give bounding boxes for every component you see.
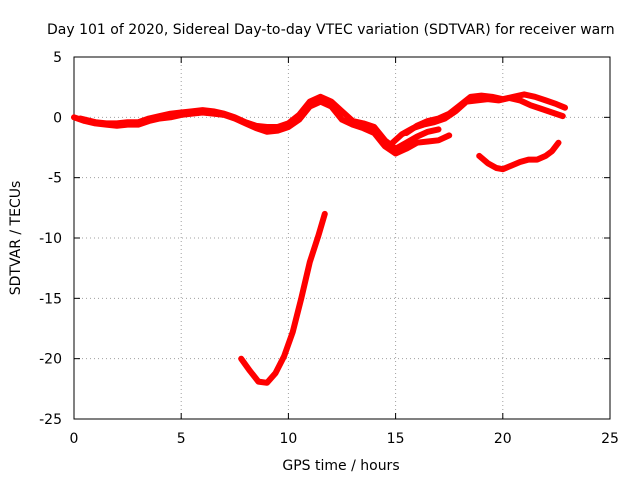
y-tick-label: 0 <box>53 110 62 126</box>
x-tick-label: 25 <box>601 431 619 447</box>
y-tick-label: -10 <box>39 231 62 247</box>
plot-frame <box>73 56 611 420</box>
x-tick-label: 15 <box>387 431 405 447</box>
grid-layer <box>74 57 610 419</box>
chart-title: Day 101 of 2020, Sidereal Day-to-day VTE… <box>47 22 615 38</box>
y-axis-label: SDTVAR / TECUs <box>8 181 24 296</box>
x-tick-label: 5 <box>177 431 186 447</box>
series-arc-6 <box>238 210 328 386</box>
y-tick-label: -15 <box>39 291 62 307</box>
y-tick-label: 5 <box>53 50 62 66</box>
series-layer <box>71 91 568 386</box>
series-arc-5 <box>476 139 562 173</box>
x-tick-label: 10 <box>279 431 297 447</box>
x-tick-label: 0 <box>70 431 79 447</box>
y-tick-label: -20 <box>39 352 62 368</box>
series-arc-4 <box>403 91 568 136</box>
y-tick-label: -25 <box>39 412 62 428</box>
y-tick-label: -5 <box>48 171 62 187</box>
x-axis-label: GPS time / hours <box>282 458 399 474</box>
tick-label-layer: 0 5 10 15 20 25 5 0 -5 -10 -15 -20 -25 <box>39 50 619 447</box>
series-arc-2 <box>77 93 442 152</box>
x-tick-label: 20 <box>494 431 512 447</box>
